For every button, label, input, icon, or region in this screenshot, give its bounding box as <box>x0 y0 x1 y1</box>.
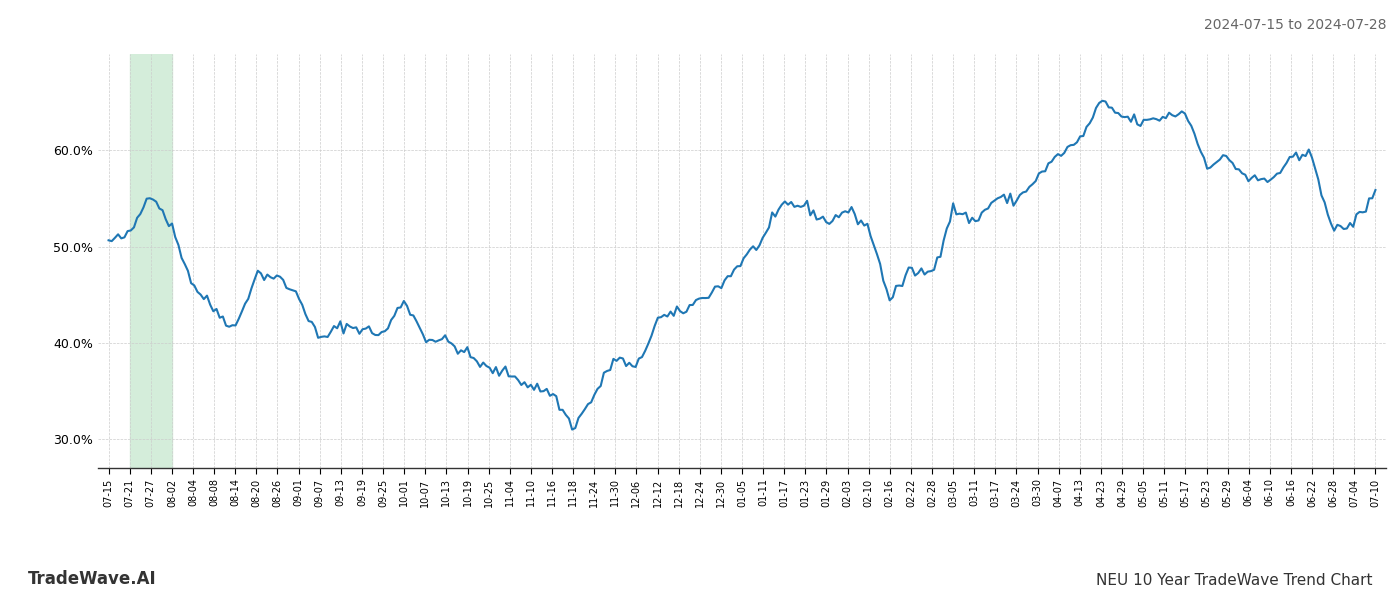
Text: NEU 10 Year TradeWave Trend Chart: NEU 10 Year TradeWave Trend Chart <box>1095 573 1372 588</box>
Bar <box>130 54 172 468</box>
Text: 2024-07-15 to 2024-07-28: 2024-07-15 to 2024-07-28 <box>1204 18 1386 32</box>
Text: TradeWave.AI: TradeWave.AI <box>28 570 157 588</box>
